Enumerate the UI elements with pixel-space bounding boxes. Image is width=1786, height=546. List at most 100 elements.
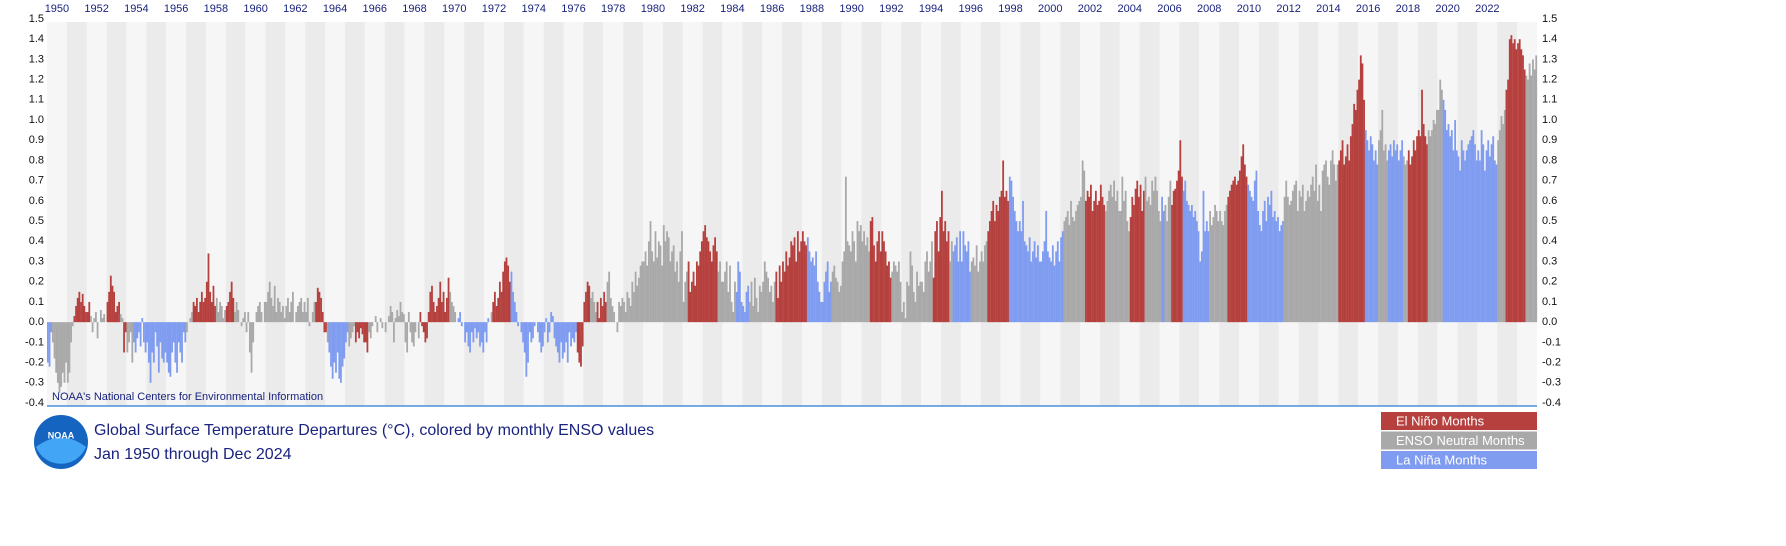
bar: [919, 281, 922, 323]
bar: [1335, 180, 1337, 323]
bar: [1103, 204, 1106, 323]
bar: [234, 312, 236, 323]
legend-label: El Niño Months: [1396, 413, 1485, 428]
bar: [1182, 190, 1185, 323]
bar: [154, 322, 157, 333]
bar: [926, 251, 928, 323]
bar: [1085, 200, 1087, 323]
bar: [366, 322, 369, 353]
legend-label: ENSO Neutral Months: [1396, 433, 1525, 448]
bar: [1520, 49, 1523, 323]
bar: [815, 251, 817, 323]
bar: [146, 322, 149, 343]
bar: [1010, 180, 1013, 323]
bar: [1315, 164, 1317, 323]
bar: [429, 291, 432, 323]
bar: [1258, 225, 1261, 323]
bar: [950, 241, 953, 323]
bar: [1477, 150, 1480, 323]
bar: [283, 318, 286, 323]
bar: [656, 257, 659, 323]
bar: [199, 301, 202, 323]
bar: [613, 312, 616, 323]
bar: [661, 265, 664, 323]
bar: [414, 322, 417, 333]
bar: [714, 237, 716, 323]
bar: [1005, 190, 1008, 323]
y-tick-label: 0.5: [29, 215, 44, 227]
bar: [838, 291, 841, 323]
bar: [985, 241, 988, 323]
bar: [1020, 231, 1023, 323]
bar: [871, 217, 874, 323]
bar: [1311, 176, 1314, 323]
bar: [1459, 170, 1461, 323]
bar: [379, 318, 382, 323]
bar: [1247, 184, 1250, 323]
bar: [406, 322, 409, 353]
year-band: [583, 22, 604, 406]
bar: [725, 261, 728, 323]
y-tick-label-right: 0.8: [1542, 154, 1557, 166]
x-tick-label: 1980: [641, 3, 665, 15]
bar: [816, 281, 819, 323]
bar: [1363, 99, 1365, 323]
bar: [179, 322, 182, 353]
bar: [244, 312, 246, 323]
bar: [255, 312, 258, 323]
bar: [1181, 176, 1183, 323]
bar: [674, 271, 677, 323]
bar: [196, 297, 198, 323]
bar: [818, 291, 821, 323]
bar: [1272, 217, 1274, 323]
bar: [1394, 150, 1397, 323]
bar: [93, 318, 96, 323]
bar: [505, 257, 508, 323]
y-tick-label-right: -0.3: [1542, 377, 1561, 389]
bar: [1050, 261, 1053, 323]
bar: [1205, 221, 1208, 323]
bar: [922, 291, 925, 323]
year-band: [623, 22, 643, 406]
bar: [917, 285, 920, 323]
bar: [131, 322, 134, 363]
bar: [56, 322, 59, 383]
bar: [1457, 156, 1460, 323]
bar: [364, 322, 367, 343]
x-tick-label: 2004: [1117, 3, 1141, 15]
bar: [664, 241, 667, 323]
bar: [1222, 225, 1225, 323]
bar: [144, 322, 147, 353]
bar: [470, 322, 473, 333]
y-tick-label: 0.7: [29, 175, 44, 187]
bar: [346, 322, 349, 333]
bar: [419, 312, 422, 323]
bar: [1512, 43, 1514, 323]
bar: [959, 231, 962, 323]
bar: [434, 312, 437, 323]
bar: [1169, 180, 1172, 323]
bar: [596, 301, 599, 323]
bar: [61, 322, 64, 373]
bar: [753, 277, 756, 323]
bar: [143, 322, 145, 343]
bar: [275, 312, 278, 323]
bar: [1369, 136, 1372, 323]
bar: [376, 322, 379, 333]
bar: [508, 281, 511, 323]
x-tick-label: 2010: [1237, 3, 1261, 15]
bar: [1416, 136, 1418, 323]
bar: [205, 281, 208, 323]
bar: [1376, 164, 1379, 323]
bar: [1190, 204, 1193, 323]
bar: [1002, 160, 1005, 323]
bar: [404, 322, 407, 343]
bar: [427, 312, 430, 323]
bar: [1452, 150, 1455, 323]
bar: [810, 261, 813, 323]
bar: [1252, 200, 1255, 323]
bar: [1392, 140, 1395, 323]
bar: [998, 196, 1001, 323]
bar: [245, 322, 248, 333]
bar: [118, 301, 120, 323]
